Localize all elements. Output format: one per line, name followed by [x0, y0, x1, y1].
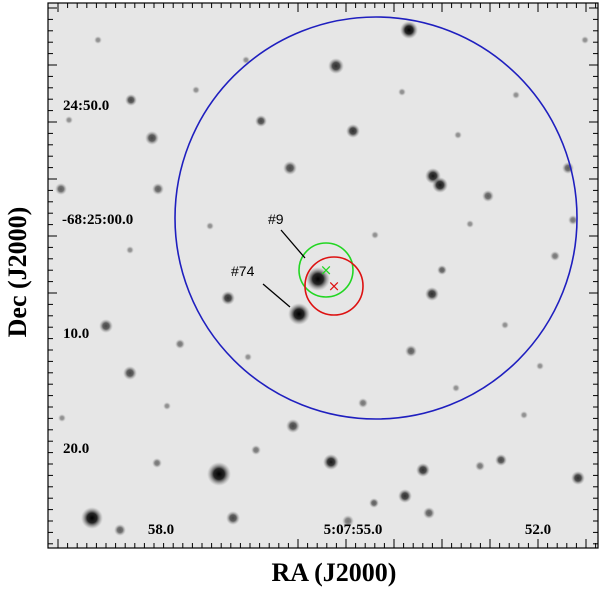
star	[55, 183, 67, 195]
star	[398, 88, 406, 96]
plot-frame	[47, 2, 599, 549]
axis-ticks	[48, 3, 598, 548]
star	[251, 445, 261, 455]
star	[425, 287, 439, 301]
star	[323, 454, 339, 470]
overlay-circles	[174, 16, 578, 420]
star	[283, 161, 297, 175]
star	[520, 411, 528, 419]
star	[466, 220, 474, 228]
star	[306, 267, 330, 291]
star	[536, 362, 544, 370]
star	[342, 515, 354, 527]
star	[226, 511, 240, 525]
y-tick-label: 20.0	[63, 441, 89, 457]
star	[512, 91, 520, 99]
star	[81, 507, 103, 529]
star	[94, 36, 102, 44]
x-axis-title: RA (J2000)	[272, 558, 397, 587]
star	[452, 384, 460, 392]
star	[568, 215, 578, 225]
star	[244, 353, 252, 361]
pointer-line-9	[280, 229, 306, 259]
star	[423, 507, 435, 519]
star	[221, 291, 235, 305]
star	[286, 419, 300, 433]
star	[454, 131, 462, 139]
star	[432, 177, 448, 193]
star	[416, 463, 430, 477]
star	[482, 190, 494, 202]
star	[207, 462, 231, 486]
star	[571, 471, 585, 485]
star	[175, 339, 185, 349]
label-source-74: #74	[231, 263, 255, 279]
star	[475, 461, 485, 471]
y-axis-title: Dec (J2000)	[3, 207, 32, 338]
red-error-circle	[304, 256, 364, 316]
star	[192, 86, 200, 94]
star	[550, 251, 560, 261]
star	[581, 36, 589, 44]
star	[371, 231, 379, 239]
star	[145, 131, 159, 145]
x-tick-label: 5:07:55.0	[324, 522, 383, 538]
star	[369, 498, 379, 508]
star	[255, 115, 267, 127]
star	[163, 402, 171, 410]
star	[405, 345, 417, 357]
star	[400, 21, 418, 39]
star	[126, 246, 134, 254]
y-tick-label: 10.0	[63, 326, 89, 342]
green-error-circle	[298, 242, 354, 298]
star	[65, 116, 73, 124]
star	[114, 524, 126, 536]
x-tick-label: 52.0	[525, 522, 551, 538]
star	[398, 489, 412, 503]
star	[346, 124, 360, 138]
star	[123, 366, 137, 380]
star	[358, 398, 368, 408]
star	[495, 454, 507, 466]
x-tick-label: 58.0	[148, 522, 174, 538]
pointer-line-74	[262, 283, 291, 308]
label-source-9: #9	[268, 211, 284, 227]
star-field	[55, 21, 589, 536]
star	[125, 94, 137, 106]
star	[152, 183, 164, 195]
star	[437, 265, 447, 275]
y-tick-label: 24:50.0	[63, 98, 109, 114]
red-cross-marker: ×	[328, 277, 341, 295]
star	[501, 321, 509, 329]
star	[152, 458, 162, 468]
star	[58, 414, 66, 422]
star	[328, 58, 344, 74]
large-error-circle	[174, 16, 578, 420]
star	[288, 303, 310, 325]
y-tick-label: -68:25:00.0	[62, 212, 133, 228]
star	[99, 319, 113, 333]
star	[206, 222, 214, 230]
green-cross-marker: ×	[320, 261, 333, 279]
